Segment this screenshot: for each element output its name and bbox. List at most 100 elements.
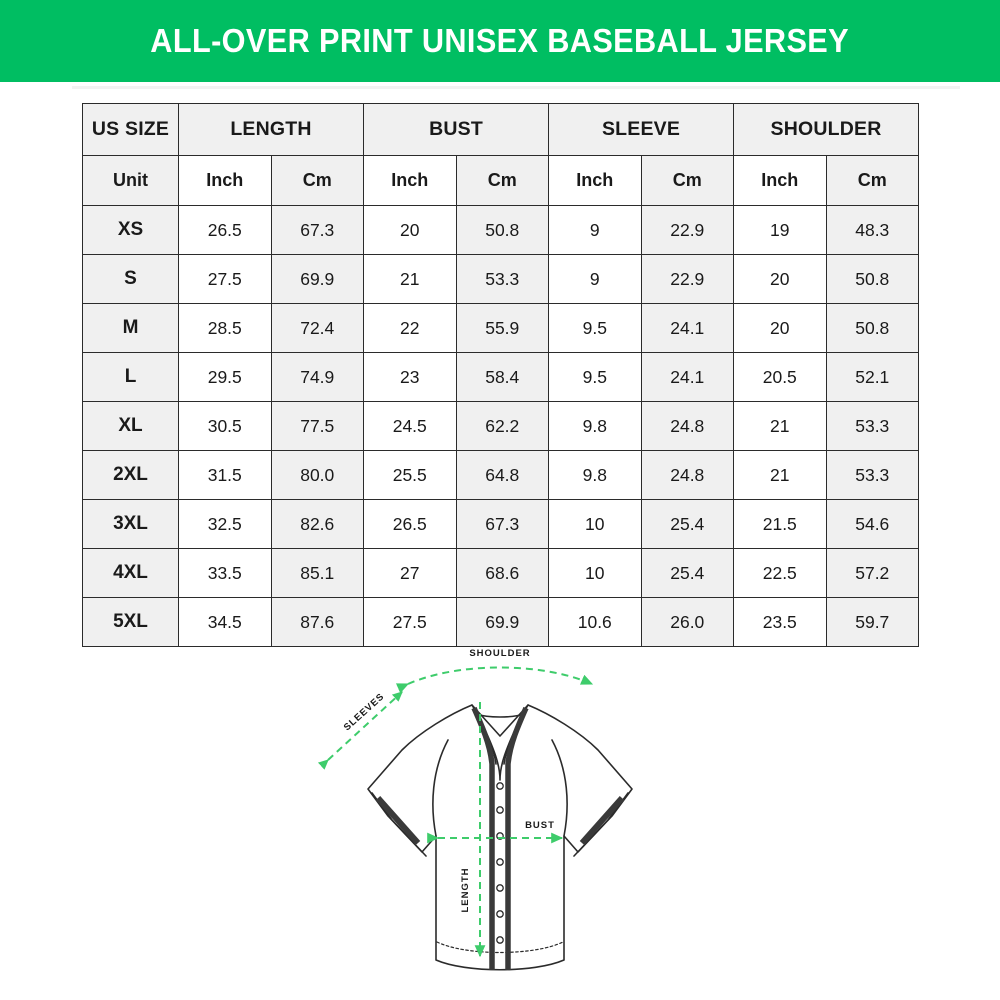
column-header-shoulder: SHOULDER <box>733 103 920 156</box>
cell-shoulder-in: 21 <box>733 401 827 451</box>
cell-length-in: 31.5 <box>178 450 272 500</box>
column-header-sleeve: SLEEVE <box>548 103 735 156</box>
cell-bust-in: 26.5 <box>363 499 457 549</box>
cell-bust-cm: 68.6 <box>455 548 550 598</box>
button <box>496 884 504 892</box>
size-table-container: US SIZE LENGTH BUST SLEEVE SHOULDER Unit… <box>82 103 920 647</box>
cell-length-cm: 82.6 <box>270 499 364 549</box>
cell-bust-cm: 53.3 <box>455 254 550 304</box>
cell-length-in: 33.5 <box>178 548 272 598</box>
cell-length-cm: 72.4 <box>270 303 364 353</box>
banner-underline-divider <box>72 86 960 89</box>
cell-size: XL <box>82 401 179 451</box>
cell-sleeve-in: 9.8 <box>548 450 642 500</box>
unit-cell-label: Unit <box>82 155 179 206</box>
cell-size: S <box>82 254 179 304</box>
cell-shoulder-in: 21 <box>733 450 827 500</box>
cell-bust-in: 27.5 <box>363 597 457 647</box>
cell-length-cm: 74.9 <box>270 352 364 402</box>
table-unit-header-row: Unit Inch Cm Inch Cm Inch Cm Inch Cm <box>82 155 920 206</box>
cell-bust-cm: 58.4 <box>455 352 550 402</box>
trim-right-sleeve <box>579 796 625 845</box>
table-row: M 28.5 72.4 22 55.9 9.5 24.1 20 50.8 <box>82 303 920 353</box>
button <box>496 910 504 918</box>
cell-sleeve-cm: 24.8 <box>640 450 735 500</box>
cell-shoulder-cm: 48.3 <box>825 205 920 255</box>
cell-length-cm: 67.3 <box>270 205 364 255</box>
cell-size: XS <box>82 205 179 255</box>
size-chart-table: US SIZE LENGTH BUST SLEEVE SHOULDER Unit… <box>82 103 920 647</box>
cell-sleeve-in: 10 <box>548 499 642 549</box>
cell-length-cm: 69.9 <box>270 254 364 304</box>
cell-shoulder-cm: 50.8 <box>825 254 920 304</box>
cell-bust-cm: 69.9 <box>455 597 550 647</box>
button <box>496 936 504 944</box>
cell-length-in: 29.5 <box>178 352 272 402</box>
cell-size: 2XL <box>82 450 179 500</box>
column-header-us-size: US SIZE <box>82 103 179 156</box>
cell-shoulder-cm: 53.3 <box>825 450 920 500</box>
cell-sleeve-in: 9 <box>548 205 642 255</box>
cell-sleeve-in: 9.5 <box>548 303 642 353</box>
unit-cell-bust-inch: Inch <box>363 155 457 206</box>
cell-bust-cm: 64.8 <box>455 450 550 500</box>
cell-bust-cm: 50.8 <box>455 205 550 255</box>
cell-shoulder-in: 22.5 <box>733 548 827 598</box>
cell-length-cm: 85.1 <box>270 548 364 598</box>
cell-bust-in: 20 <box>363 205 457 255</box>
jersey-collar-inner <box>475 713 525 718</box>
cell-shoulder-in: 20 <box>733 254 827 304</box>
table-row: S 27.5 69.9 21 53.3 9 22.9 20 50.8 <box>82 254 920 304</box>
cell-bust-in: 27 <box>363 548 457 598</box>
shoulder-label: SHOULDER <box>469 648 530 659</box>
trim-left-sleeve <box>375 796 421 845</box>
cell-bust-cm: 62.2 <box>455 401 550 451</box>
cell-sleeve-cm: 24.8 <box>640 401 735 451</box>
column-header-length: LENGTH <box>178 103 364 156</box>
cell-sleeve-cm: 26.0 <box>640 597 735 647</box>
table-group-header-row: US SIZE LENGTH BUST SLEEVE SHOULDER <box>82 103 920 156</box>
cell-shoulder-in: 23.5 <box>733 597 827 647</box>
cell-shoulder-in: 21.5 <box>733 499 827 549</box>
cell-sleeve-cm: 24.1 <box>640 352 735 402</box>
table-row: 5XL 34.5 87.6 27.5 69.9 10.6 26.0 23.5 59.7 <box>82 597 920 647</box>
header-banner: ALL-OVER PRINT UNISEX BASEBALL JERSEY <box>0 0 1000 82</box>
cell-shoulder-cm: 59.7 <box>825 597 920 647</box>
table-row: L 29.5 74.9 23 58.4 9.5 24.1 20.5 52.1 <box>82 352 920 402</box>
cell-bust-cm: 55.9 <box>455 303 550 353</box>
cell-bust-cm: 67.3 <box>455 499 550 549</box>
cell-shoulder-in: 20 <box>733 303 827 353</box>
jersey-left-armhole-seam <box>432 739 449 837</box>
table-row: XL 30.5 77.5 24.5 62.2 9.8 24.8 21 53.3 <box>82 401 920 451</box>
cell-sleeve-cm: 25.4 <box>640 548 735 598</box>
cell-length-cm: 87.6 <box>270 597 364 647</box>
cell-bust-in: 24.5 <box>363 401 457 451</box>
cell-sleeve-in: 9 <box>548 254 642 304</box>
cell-length-in: 26.5 <box>178 205 272 255</box>
cell-sleeve-cm: 22.9 <box>640 254 735 304</box>
cell-sleeve-in: 9.5 <box>548 352 642 402</box>
bust-label: BUST <box>525 820 555 831</box>
cell-sleeve-cm: 22.9 <box>640 205 735 255</box>
cell-shoulder-cm: 50.8 <box>825 303 920 353</box>
cell-sleeve-in: 10 <box>548 548 642 598</box>
sleeves-measure-arrow <box>317 691 403 770</box>
cell-bust-in: 21 <box>363 254 457 304</box>
button <box>496 782 504 790</box>
cell-shoulder-cm: 57.2 <box>825 548 920 598</box>
cell-size: 5XL <box>82 597 179 647</box>
cell-sleeve-in: 10.6 <box>548 597 642 647</box>
cell-length-cm: 77.5 <box>270 401 364 451</box>
length-label: LENGTH <box>460 867 471 912</box>
table-row: 4XL 33.5 85.1 27 68.6 10 25.4 22.5 57.2 <box>82 548 920 598</box>
button <box>496 858 504 866</box>
jersey-measurement-diagram: SHOULDER SLEEVES BUST LENGTH <box>290 640 710 1000</box>
unit-cell-length-inch: Inch <box>178 155 272 206</box>
cell-length-in: 30.5 <box>178 401 272 451</box>
cell-size: M <box>82 303 179 353</box>
unit-cell-sleeve-cm: Cm <box>640 155 735 206</box>
unit-cell-shoulder-inch: Inch <box>733 155 827 206</box>
unit-cell-bust-cm: Cm <box>455 155 550 206</box>
trim-right-placket <box>505 706 529 970</box>
